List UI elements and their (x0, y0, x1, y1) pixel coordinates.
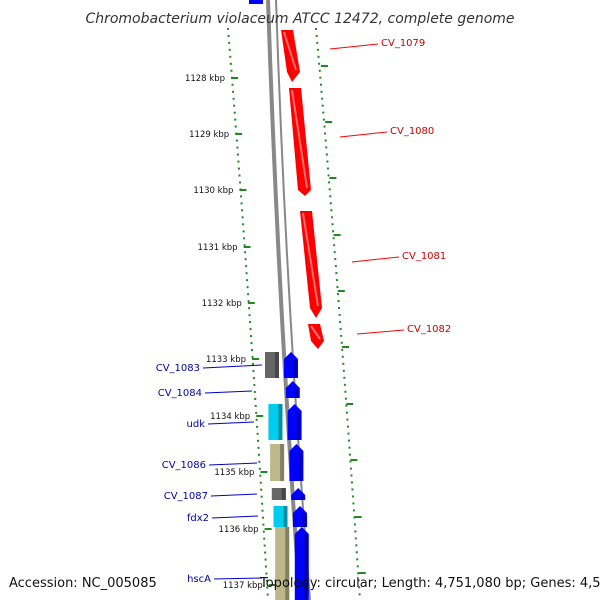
forward-label-leader (210, 493, 258, 497)
gene-track (249, 0, 324, 600)
reverse-gene-label: CV_1080 (390, 126, 434, 137)
forward-label-leader (202, 364, 263, 369)
topology-text: Topology: circular; Length: 4,751,080 bp… (259, 576, 600, 591)
reverse-gene-highlight (291, 89, 308, 189)
tick-label: 1133 kbp (206, 355, 246, 365)
cds-feature-shadow (275, 352, 279, 378)
forward-gene-label: CV_1083 (156, 363, 200, 374)
reverse-gene-label: CV_1079 (381, 38, 425, 49)
cds-feature-shadow (278, 404, 283, 440)
reverse-gene-arrow (281, 30, 300, 82)
forward-label-leader (207, 421, 255, 425)
forward-gene-label: fdx2 (187, 513, 209, 524)
reverse-gene-arrow (308, 324, 324, 349)
forward-gene-label: CV_1086 (162, 460, 206, 471)
tick-label: 1134 kbp (210, 412, 250, 422)
cds-feature-shadow (285, 527, 290, 600)
tick-label: 1130 kbp (193, 186, 233, 196)
forward-label-leader (213, 577, 263, 580)
reverse-gene-label: CV_1081 (402, 251, 446, 262)
reverse-gene-label: CV_1082 (407, 324, 451, 335)
gene-labels: CV_1079 CV_1080 CV_1081 CV_1082 CV_1083 CV_10… (156, 38, 452, 585)
tick-label: 1128 kbp (185, 74, 225, 84)
cds-feature-shadow (280, 444, 285, 481)
ruler-outer-dots (315, 27, 361, 600)
reverse-label-leader (351, 256, 400, 263)
forward-gene-label: hscA (187, 574, 211, 585)
ruler-inner-dots (227, 27, 269, 600)
tick-label: 1129 kbp (189, 130, 229, 140)
reverse-gene-highlight (283, 31, 297, 71)
forward-label-leader (208, 462, 258, 466)
cds-feature-shadow (283, 506, 288, 527)
forward-gene-label: CV_1084 (158, 388, 202, 399)
forward-label-leader (211, 515, 259, 519)
tick-label: 1137 kbp (223, 581, 263, 591)
reverse-label-leader (329, 43, 379, 50)
genome-title: Chromobacterium violaceum ATCC 12472, co… (85, 11, 514, 27)
tick-label: 1131 kbp (198, 243, 238, 253)
forward-gene-label: udk (187, 419, 206, 430)
forward-gene-label: CV_1087 (164, 491, 208, 502)
reverse-label-leader (356, 329, 405, 335)
reverse-label-leader (339, 131, 388, 138)
tick-label: 1135 kbp (214, 468, 254, 478)
tick-label: 1132 kbp (202, 299, 242, 309)
tick-label: 1136 kbp (219, 525, 259, 535)
forward-gene-fragment (249, 0, 263, 4)
reverse-gene-highlight (302, 212, 319, 307)
forward-label-leader (204, 390, 253, 394)
reverse-gene-highlight (310, 325, 321, 340)
cds-feature-shadow (281, 488, 286, 500)
accession-text: Accession: NC_005085 (9, 576, 157, 591)
kbp-ruler: 1128 kbp 1129 kbp 1130 kbp 1131 kbp 1132 kbp… (185, 27, 366, 600)
